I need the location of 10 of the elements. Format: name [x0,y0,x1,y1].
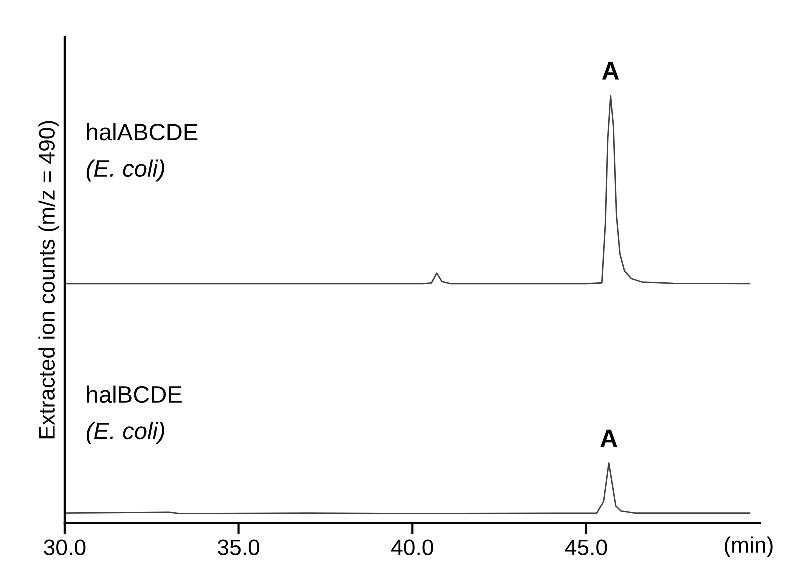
x-tick-label: 45.0 [565,540,608,556]
x-axis-title: (min) [725,536,773,558]
annotation: halBCDE (E. coli) [86,386,182,444]
x-tick-label: 40.0 [392,540,434,556]
annotation: A [600,430,618,448]
x-tick-label: 30.0 [44,540,86,556]
annotation: halABCDE (E. coli) [86,123,198,182]
x-tick-label: 35.0 [218,540,260,556]
y-axis-title: Extracted ion counts (m/z = 490) [38,121,60,439]
annotation: A [602,62,620,80]
